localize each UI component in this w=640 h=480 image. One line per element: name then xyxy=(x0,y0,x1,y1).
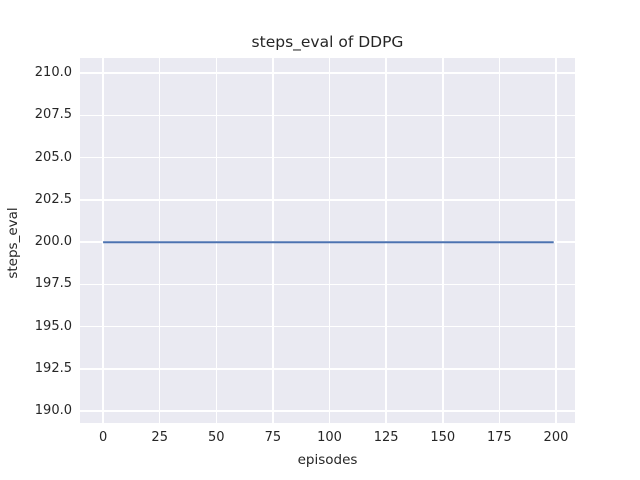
plot-area xyxy=(80,58,575,423)
gridline-y-190 xyxy=(80,410,575,412)
x-tick-label-125: 125 xyxy=(373,430,399,445)
y-tick-label-202.5: 202.5 xyxy=(34,191,72,207)
gridline-x-125 xyxy=(385,58,387,423)
gridline-y-197.5 xyxy=(80,283,575,286)
gridline-x-0 xyxy=(102,58,104,423)
y-tick-label-197.5: 197.5 xyxy=(34,276,72,292)
gridline-y-205 xyxy=(80,156,575,159)
gridline-x-75 xyxy=(272,58,274,423)
gridline-y-192.5 xyxy=(80,368,575,370)
y-tick-label-210.0: 210.0 xyxy=(34,65,72,81)
y-tick-label-205.0: 205.0 xyxy=(34,149,72,165)
x-tick-label-200: 200 xyxy=(543,430,569,445)
x-tick-label-100: 100 xyxy=(317,430,342,445)
y-tick-label-207.5: 207.5 xyxy=(34,107,72,123)
gridline-x-50 xyxy=(215,58,218,423)
x-tick-label-175: 175 xyxy=(486,430,512,445)
y-tick-label-195.0: 195.0 xyxy=(34,318,72,334)
x-tick-label-75: 75 xyxy=(264,430,282,445)
series-layer xyxy=(103,241,554,244)
gridline-x-100 xyxy=(328,58,331,423)
gridline-x-150 xyxy=(442,58,444,423)
x-tick-label-25: 25 xyxy=(151,430,168,445)
y-tick-label-200.0: 200.0 xyxy=(34,234,72,250)
x-tick-label-50: 50 xyxy=(208,430,225,445)
x-axis-label: episodes xyxy=(297,452,358,468)
y-tick-label-192.5: 192.5 xyxy=(34,360,72,376)
gridline-x-175 xyxy=(498,58,501,423)
x-tick-label-150: 150 xyxy=(430,430,456,445)
gridline-x-200 xyxy=(555,58,557,423)
chart-title: steps_eval of DDPG xyxy=(251,33,404,51)
x-tick-label-0: 0 xyxy=(98,430,108,445)
gridline-y-195 xyxy=(80,325,575,328)
gridline-y-202.5 xyxy=(80,199,575,201)
gridline-y-210 xyxy=(80,72,575,74)
gridline-x-25 xyxy=(158,58,161,423)
y-tick-label-190.0: 190.0 xyxy=(34,403,72,419)
gridline-y-207.5 xyxy=(80,114,575,117)
